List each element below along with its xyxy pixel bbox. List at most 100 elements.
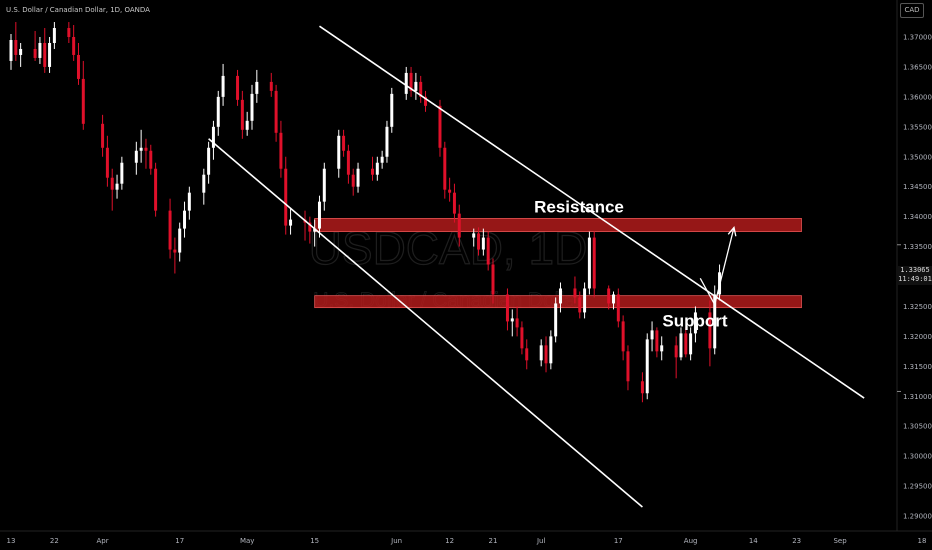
price-tick-label: 1.30000 [903, 453, 932, 461]
candle-body [178, 228, 182, 253]
candle-body [317, 201, 321, 229]
candle-body [660, 345, 664, 352]
candle-body [52, 28, 56, 43]
candle-body [679, 333, 683, 358]
price-tick-label: 1.30500 [903, 423, 932, 431]
price-tick-label: 1.31500 [903, 363, 932, 371]
price-tick-label: 1.29000 [903, 513, 932, 521]
price-tick-label: 1.34000 [903, 213, 932, 221]
price-axis[interactable]: 1.37000 1.36500 1.36000 1.35500 1.35000 1.345… [896, 0, 932, 531]
candle-body [139, 147, 143, 151]
candle-body [38, 42, 42, 58]
candle-body [187, 192, 191, 211]
symbol-title: U.S. Dollar / Canadian Dollar, 1D, OANDA [6, 6, 150, 14]
time-tick-label: Apr [97, 537, 109, 545]
candle-body [674, 345, 678, 358]
candle-body [207, 147, 211, 175]
candle-body [9, 39, 13, 61]
price-tick-label: 1.37000 [903, 34, 932, 42]
candle-body [72, 37, 76, 55]
price-tick-label: 1.35500 [903, 123, 932, 131]
candle-body [414, 81, 418, 91]
candle-body [279, 132, 283, 169]
candle-body [308, 222, 312, 232]
candle-body [202, 174, 206, 193]
price-tick-label: 1.34500 [903, 183, 932, 191]
candle-body [337, 135, 341, 169]
bar-countdown: 11:49:01 [898, 275, 932, 283]
candle-body [255, 81, 259, 94]
candle-body [110, 177, 114, 190]
candle-body [539, 345, 543, 361]
candle-body [216, 96, 220, 127]
candle-body [375, 162, 379, 175]
channel-upper [319, 25, 865, 399]
candle-body [134, 150, 138, 163]
candle-body [67, 28, 71, 37]
candle-body [76, 54, 80, 79]
candle-body [313, 228, 317, 232]
candle-body [443, 147, 447, 190]
candle-body [708, 312, 712, 349]
time-tick-label: 15 [310, 537, 319, 545]
candle-body [583, 288, 587, 313]
candle-body [520, 327, 524, 349]
currency-badge[interactable]: CAD [900, 3, 924, 18]
candle-body [438, 105, 442, 148]
candle-body [390, 93, 394, 127]
candle-body [655, 330, 659, 352]
candle-body [481, 237, 485, 250]
candle-body [554, 303, 558, 337]
candle-body [14, 39, 18, 55]
current-price-value: 1.33065 [900, 266, 930, 274]
price-tick-label: 1.29500 [903, 483, 932, 491]
zone-support [314, 295, 802, 309]
projection-arrowhead [727, 225, 737, 237]
time-tick-label: 21 [489, 537, 498, 545]
current-price-tag: 1.33065 11:49:01 [898, 266, 932, 285]
candle-body [221, 75, 225, 97]
trendlines-layer [208, 25, 865, 508]
candle-body [289, 219, 293, 226]
candle-body [607, 288, 611, 304]
candle-body [505, 294, 509, 322]
candle-body [510, 318, 514, 322]
time-tick-label: Aug [684, 537, 698, 545]
candle-body [33, 48, 37, 58]
candle-body [342, 135, 346, 151]
time-tick-label: 22 [50, 537, 59, 545]
price-tick-label: 1.31000 [903, 393, 932, 401]
candle-body [592, 237, 596, 289]
candle-body [322, 168, 326, 202]
candle-body [684, 333, 688, 355]
candle-body [515, 318, 519, 328]
price-tick-label: 1.36000 [903, 93, 932, 101]
candle-body [544, 345, 548, 364]
candle-body [168, 210, 172, 250]
candle-body [48, 42, 52, 67]
time-axis[interactable]: 1322Apr17May15Jun1221Jul17Aug1423Sep18Oc… [0, 530, 932, 545]
candle-body [173, 249, 177, 253]
candle-body [404, 72, 408, 94]
candle-body [250, 93, 254, 121]
candle-body [573, 288, 577, 298]
candle-body [645, 339, 649, 394]
candle-body [477, 233, 481, 250]
candle-body [269, 81, 273, 91]
candle-body [105, 147, 109, 178]
price-tick-label: 1.36500 [903, 63, 932, 71]
zone-resistance [314, 218, 802, 232]
candle-body [19, 48, 23, 55]
candle-body [650, 330, 654, 340]
candle-body [424, 96, 428, 106]
candle-body [144, 147, 148, 151]
candle-body [689, 333, 693, 355]
candle-body [491, 264, 495, 295]
resistance-label: Resistance [534, 197, 624, 216]
candle-body [578, 297, 582, 313]
candle-body [525, 348, 529, 361]
time-tick-label: 23 [792, 537, 801, 545]
price-tick-label: 1.32500 [903, 303, 932, 311]
candle-body [587, 237, 591, 289]
